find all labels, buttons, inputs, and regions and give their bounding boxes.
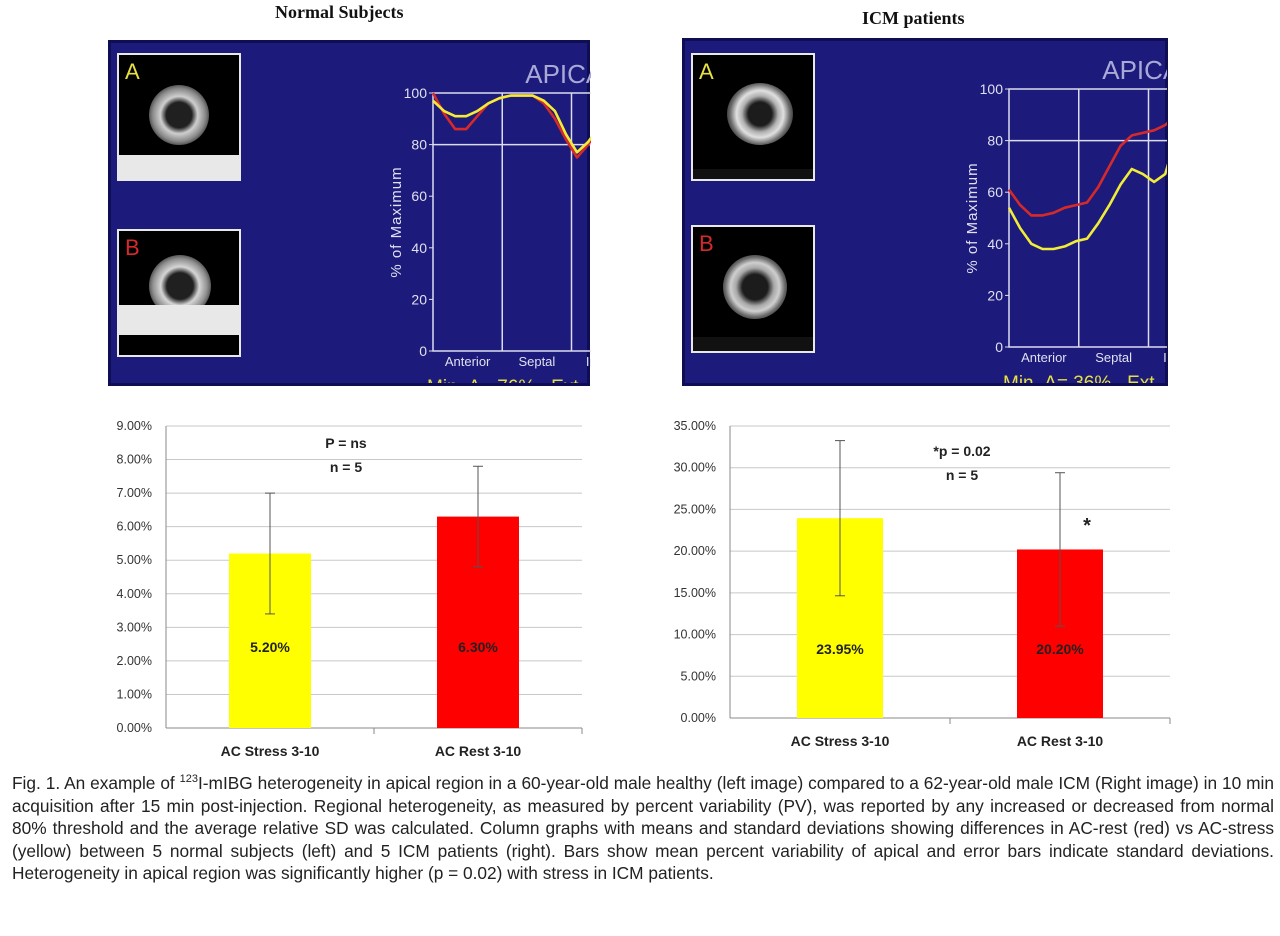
y-tick-label: 80 (411, 137, 427, 153)
region-label: Septal (1095, 350, 1132, 365)
region-label: Inferior (1163, 350, 1167, 365)
category-label: AC Rest 3-10 (435, 743, 522, 759)
right-image-a: A (691, 53, 815, 181)
y-axis-label: % of Maximum (964, 162, 981, 273)
y-tick-label: 0 (995, 339, 1003, 355)
left-bar-chart: 0.00% 1.00% 2.00% 3.00% 4.00% 5.00% 6.00% 7.00%… (117, 419, 583, 759)
left-image-a: A (117, 53, 241, 181)
y-tick-label: 30.00% (674, 461, 716, 475)
y-tick-label: 3.00% (117, 620, 152, 634)
y-tick-label: 0.00% (681, 711, 716, 725)
left-image-a-label: A (125, 59, 140, 84)
plot-frame (1008, 88, 1167, 348)
plot-frame (432, 92, 591, 352)
region-label: Anterior (1021, 350, 1067, 365)
right-image-a-label: A (699, 59, 714, 84)
category-label: AC Rest 3-10 (1017, 733, 1104, 749)
y-tick-label: 80 (987, 133, 1003, 149)
y-tick-label: 4.00% (117, 587, 152, 601)
y-tick-label: 20 (987, 287, 1003, 303)
y-tick-label: 60 (987, 184, 1003, 200)
y-tick-label: 1.00% (117, 687, 152, 701)
series-line-B (1007, 121, 1167, 217)
y-tick-label: 40 (987, 236, 1003, 252)
value-label: 20.20% (1036, 641, 1084, 657)
y-tick-label: 25.00% (674, 502, 716, 516)
y-tick-label: 8.00% (117, 453, 152, 467)
category-label: AC Stress 3-10 (221, 743, 320, 759)
caption-text: I-mIBG heterogeneity in apical region in… (12, 773, 1274, 883)
left-apical-chart: APICAL 0 20 40 60 80 100 % of Maximum Anterior Se… (388, 59, 591, 383)
series-line-A (1007, 163, 1167, 251)
y-tick-label: 7.00% (117, 486, 152, 500)
y-tick-label: 6.00% (117, 520, 152, 534)
figure-caption: Fig. 1. An example of 123I-mIBG heteroge… (12, 772, 1274, 885)
left-panel-title: Normal Subjects (275, 2, 404, 22)
significance-annotation: P = ns (325, 435, 367, 451)
y-tick-label: 2.00% (117, 654, 152, 668)
right-bar-chart: 0.00% 5.00% 10.00% 15.00% 20.00% 25.00% 30.00%… (674, 419, 1171, 749)
caption-prefix: Fig. 1. An example of (12, 773, 180, 793)
y-tick-label: 5.00% (681, 669, 716, 683)
y-tick-label: 0.00% (117, 721, 152, 735)
y-axis-label: % of Maximum (388, 166, 405, 277)
significance-annotation: n = 5 (946, 467, 979, 483)
stats-row: Min_A= 36% Ext_A=82% (1003, 373, 1167, 383)
y-tick-label: 35.00% (674, 419, 716, 433)
significance-marker: * (1083, 515, 1091, 537)
caption-isotope-superscript: 123 (179, 773, 198, 786)
category-label: AC Stress 3-10 (791, 733, 890, 749)
right-apical-panel: A B APICAL 0 20 40 60 80 100 % of Maximum Anteri… (682, 38, 1168, 386)
y-tick-label: 5.00% (117, 553, 152, 567)
region-label: Anterior (445, 354, 491, 369)
right-apical-chart: APICAL 0 20 40 60 80 100 % of Maximum Anterior Se… (964, 55, 1167, 383)
y-tick-label: 0 (419, 343, 427, 359)
series-line-A (432, 94, 591, 154)
significance-annotation: n = 5 (330, 459, 363, 475)
left-image-b-label: B (125, 235, 140, 260)
region-label: Inferior (586, 354, 591, 369)
right-image-b-label: B (699, 231, 714, 256)
series-line-B (431, 92, 591, 159)
y-tick-label: 40 (411, 240, 427, 256)
right-image-b: B (691, 225, 815, 353)
value-label: 23.95% (816, 641, 864, 657)
significance-annotation: *p = 0.02 (933, 443, 990, 459)
y-tick-label: 100 (404, 85, 428, 101)
y-tick-label: 9.00% (117, 419, 152, 433)
value-label: 5.20% (250, 639, 290, 655)
stats-row: Min_A= 76% Ext_A= 7% (427, 377, 591, 383)
apical-title: APICAL (1102, 55, 1167, 85)
left-apical-panel: A B APICAL 0 20 40 60 80 100 % of Maximum Anteri… (108, 40, 591, 386)
value-label: 6.30% (458, 639, 498, 655)
apical-title: APICAL (525, 59, 591, 89)
y-tick-label: 60 (411, 188, 427, 204)
y-tick-label: 15.00% (674, 586, 716, 600)
right-panel-title: ICM patients (862, 8, 965, 28)
y-tick-label: 100 (980, 81, 1004, 97)
y-tick-label: 20 (411, 291, 427, 307)
y-tick-label: 10.00% (674, 628, 716, 642)
y-tick-label: 20.00% (674, 544, 716, 558)
left-image-b: B (117, 229, 241, 357)
region-label: Septal (518, 354, 555, 369)
